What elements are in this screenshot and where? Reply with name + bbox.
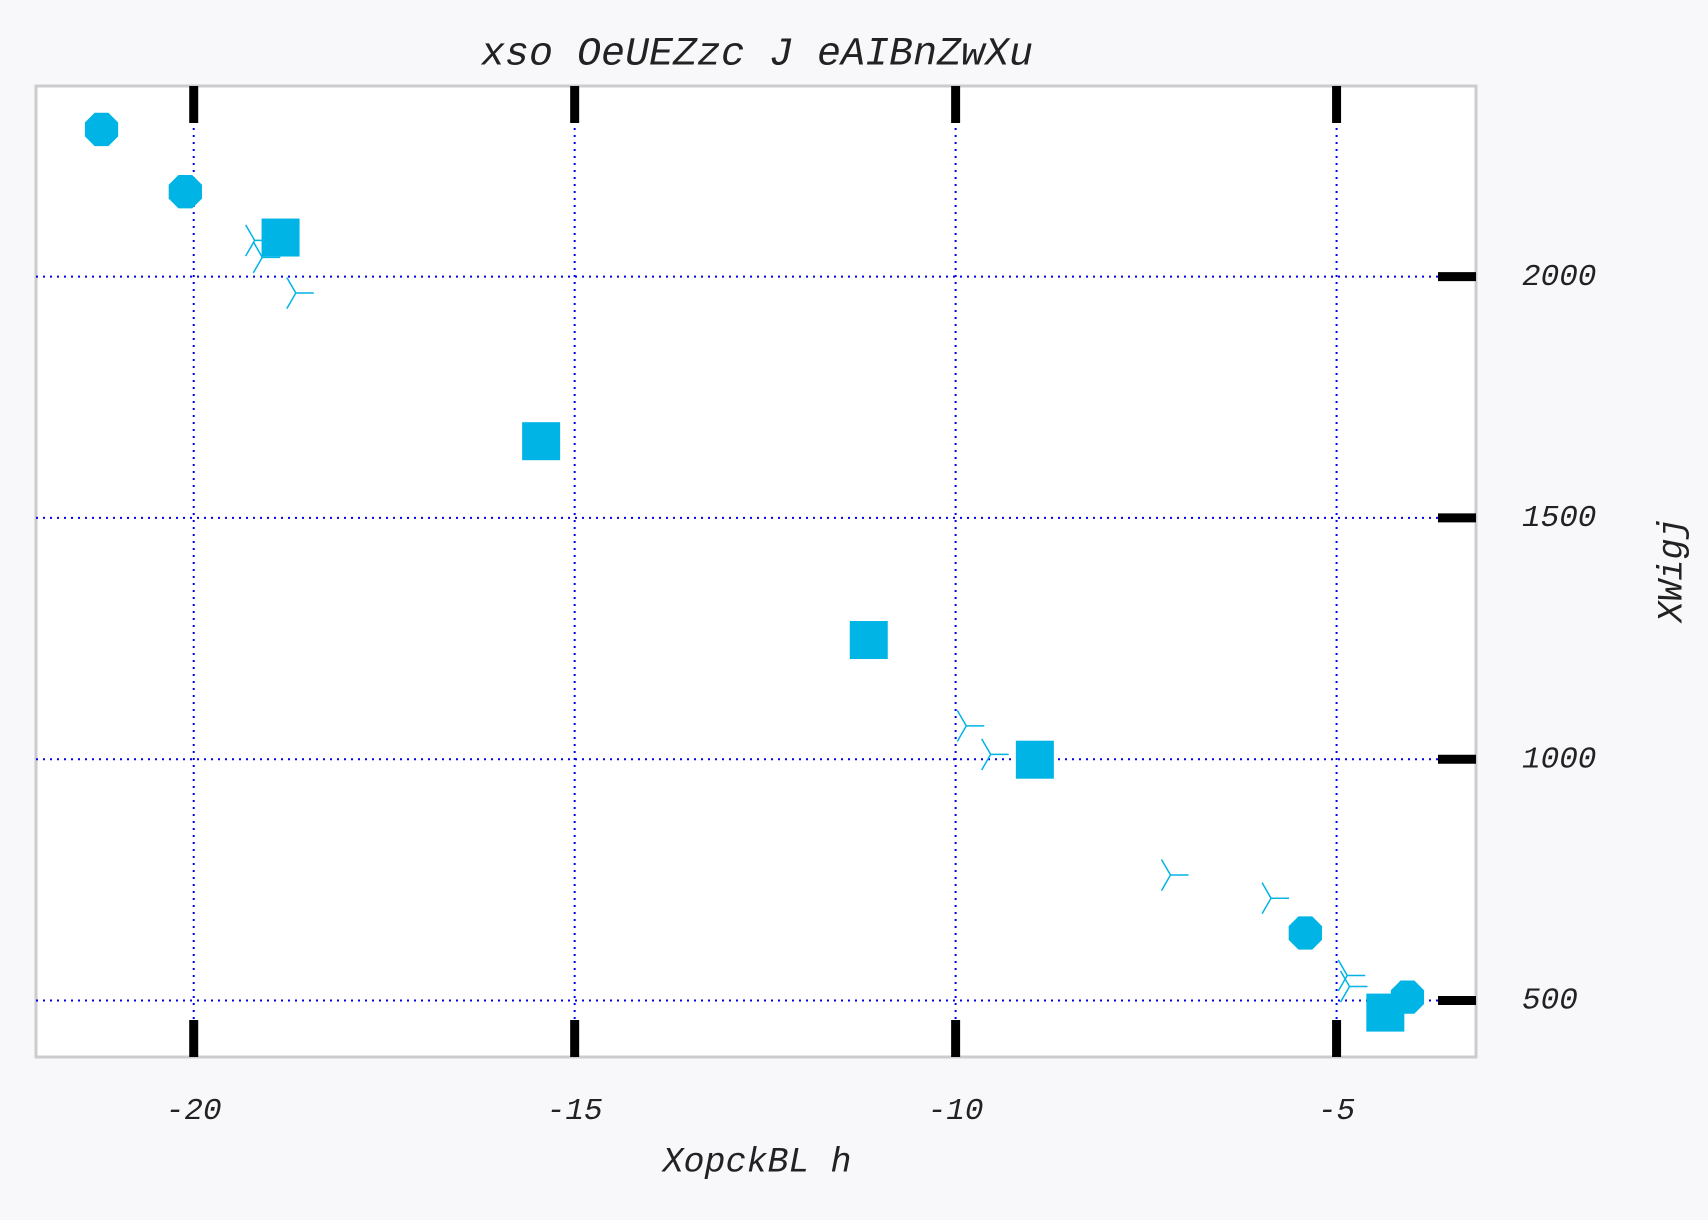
point [849,621,888,660]
x-tick-label: -10 [928,1094,984,1129]
x-tick-label: -5 [1318,1094,1355,1129]
y-axis-label: XWigj [1652,517,1692,624]
y-tick-label: 500 [1522,984,1578,1019]
point [1160,859,1189,892]
plot-area [34,84,1478,1059]
chart-title: xso OeUEZzc J eAIBnZwXu [480,33,1033,78]
point [981,738,1009,771]
point [286,277,314,310]
point [245,224,273,257]
point [261,218,300,257]
y-tick-label: 1000 [1522,742,1596,777]
point [1366,993,1405,1032]
point [1015,740,1054,779]
y-tick-label: 1500 [1522,501,1596,536]
point [168,175,202,209]
point [956,709,985,742]
point [1261,882,1290,915]
y-tick-label: 2000 [1522,260,1596,295]
point [1337,959,1366,992]
point [1288,916,1322,950]
point [84,112,119,147]
point [252,241,281,274]
point [1339,970,1368,1003]
x-tick-label: -20 [166,1094,222,1129]
x-tick-label: -15 [547,1094,603,1129]
point [522,422,561,461]
x-axis-label: XopckBL h [660,1142,851,1182]
